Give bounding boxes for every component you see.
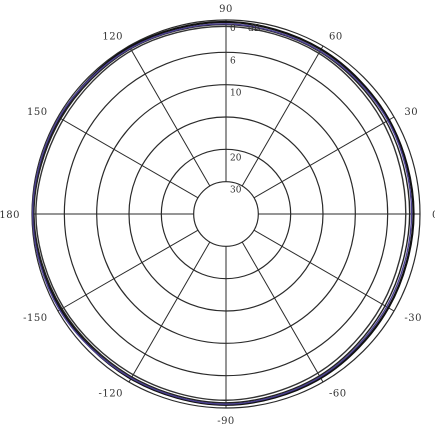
radial-tick-label: 0 xyxy=(230,24,236,34)
angle-tick-label: -120 xyxy=(99,388,123,399)
angle-tick-label: -60 xyxy=(329,388,347,399)
pattern-curve xyxy=(31,23,413,405)
angle-tick-label: -150 xyxy=(23,313,47,324)
grid-ring xyxy=(193,181,259,247)
radial-tick-labels: 0 dB 6 10 20 30 xyxy=(230,24,261,196)
pattern-curves xyxy=(31,20,415,406)
angle-tick-label: 90 xyxy=(219,4,233,15)
grid-spoke xyxy=(253,229,395,312)
angle-tick-label: 150 xyxy=(27,107,48,118)
radial-tick-label: 20 xyxy=(230,153,242,163)
grid-spoke xyxy=(241,45,324,187)
angular-grid-spokes xyxy=(32,20,420,408)
grid-spoke xyxy=(57,229,199,312)
pattern-curve xyxy=(35,25,407,401)
angle-tick-label: 180 xyxy=(0,210,20,221)
radial-tick-label: 10 xyxy=(230,89,242,99)
radial-tick-label: 30 xyxy=(230,186,242,196)
angle-tick-label: 0 xyxy=(432,210,435,221)
angle-tick-label: -90 xyxy=(217,416,235,427)
angle-tick-label: 30 xyxy=(404,107,418,118)
angle-tick-label: 60 xyxy=(329,32,343,43)
radial-tick-label: 6 xyxy=(230,56,236,66)
grid-spoke xyxy=(128,45,211,187)
radial-unit-label: dB xyxy=(248,24,261,34)
angle-tick-label: 120 xyxy=(102,32,123,43)
grid-spoke xyxy=(128,241,211,383)
grid-spoke xyxy=(241,241,324,383)
angle-tick-label: -30 xyxy=(404,313,422,324)
grid-spoke xyxy=(253,116,395,199)
grid-spoke xyxy=(57,116,199,199)
